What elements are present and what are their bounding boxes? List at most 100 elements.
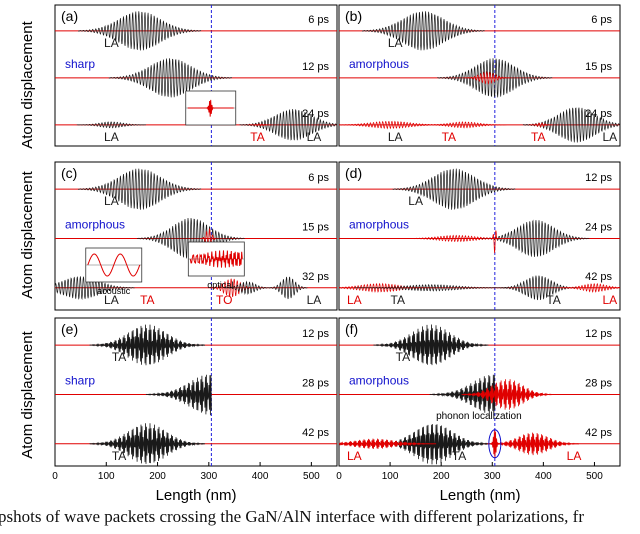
inset-label: optical bbox=[207, 280, 233, 290]
wave-packet bbox=[108, 58, 233, 98]
row-time-label: 12 ps bbox=[585, 328, 612, 340]
x-tick-label: 100 bbox=[382, 471, 399, 482]
row-time-label: 6 ps bbox=[591, 14, 612, 26]
x-axis-label-left: Length (nm) bbox=[156, 487, 237, 504]
wave-packet bbox=[54, 276, 135, 301]
panel-a: (a) 6 ps LA 12 ps sharp 24 ps LA TA LA bbox=[54, 4, 338, 147]
panel-tag: (d) bbox=[345, 165, 362, 181]
packet-label: TA bbox=[112, 449, 126, 463]
packet-label: LA bbox=[104, 36, 119, 50]
row-time-label: 28 ps bbox=[302, 377, 329, 389]
row-time-label: 15 ps bbox=[585, 61, 612, 73]
panel-tag: (f) bbox=[345, 321, 358, 337]
wave-packet bbox=[76, 121, 147, 129]
row-time-label: 12 ps bbox=[302, 328, 329, 340]
wave-packet bbox=[137, 217, 245, 260]
panel-tag: (c) bbox=[61, 165, 77, 181]
row-time-label: 28 ps bbox=[585, 377, 612, 389]
panel-frame bbox=[338, 317, 621, 467]
wave-packet bbox=[338, 282, 438, 293]
row-time-label: 24 ps bbox=[302, 108, 329, 120]
panel-frame bbox=[54, 161, 338, 311]
wave-packet bbox=[560, 282, 621, 293]
panel-e: (e) 12 ps TA 28 ps sharp 42 ps TA 0 100 200 300 400… bbox=[52, 317, 338, 482]
packet-label: TA bbox=[112, 350, 126, 364]
x-tick-label: 200 bbox=[433, 471, 450, 482]
wave-packet bbox=[461, 379, 554, 410]
packet-label: TA bbox=[250, 130, 264, 144]
wave-packet bbox=[89, 324, 205, 366]
wave-packet bbox=[437, 58, 553, 98]
row-time-label: 32 ps bbox=[302, 271, 329, 283]
wave-packet bbox=[464, 70, 511, 85]
wave-packet bbox=[429, 374, 496, 416]
packet-label: TA bbox=[396, 350, 410, 364]
row-time-label: 24 ps bbox=[585, 108, 612, 120]
interface-type-label: sharp bbox=[65, 57, 95, 71]
wave-packet bbox=[239, 109, 338, 141]
packet-label: LA bbox=[347, 293, 362, 307]
wave-packet bbox=[338, 438, 437, 449]
packet-label: TO bbox=[216, 293, 232, 307]
x-tick-label: 500 bbox=[303, 471, 320, 482]
interface-type-label: amorphous bbox=[349, 217, 409, 231]
x-tick-label: 400 bbox=[252, 471, 269, 482]
panel-tag: (a) bbox=[61, 8, 78, 24]
x-tick-label: 300 bbox=[484, 471, 501, 482]
packet-label: LA bbox=[602, 130, 617, 144]
panel-frame bbox=[338, 161, 621, 311]
inset-label: acoustic bbox=[97, 286, 131, 296]
wave-packet bbox=[499, 275, 577, 301]
wave-packet bbox=[248, 123, 272, 127]
x-tick-label: 200 bbox=[149, 471, 166, 482]
panel-tag: (e) bbox=[61, 321, 78, 337]
panel-frame bbox=[54, 4, 338, 147]
localization-ellipse bbox=[488, 429, 502, 459]
wave-packet bbox=[487, 432, 580, 456]
x-axis-label-right: Length (nm) bbox=[440, 487, 521, 504]
interface-type-label: amorphous bbox=[65, 217, 125, 231]
x-tick-label: 0 bbox=[52, 471, 58, 482]
panel-b: (b) 6 ps LA 15 ps amorphous 24 ps LA TA TA LA bbox=[338, 4, 621, 147]
row-time-label: 42 ps bbox=[302, 427, 329, 439]
packet-label: TA bbox=[546, 293, 560, 307]
panel-d: (d) 12 ps LA 24 ps amorphous 42 ps LA TA TA LA bbox=[338, 161, 621, 311]
y-axis-label-top: Atom displacement bbox=[19, 20, 36, 148]
wave-packet bbox=[77, 11, 202, 51]
packet-label: TA bbox=[442, 130, 456, 144]
row-time-label: 42 ps bbox=[585, 271, 612, 283]
x-tick-label: 100 bbox=[98, 471, 115, 482]
packet-label: TA bbox=[391, 293, 405, 307]
y-axis-label-middle: Atom displacement bbox=[19, 170, 36, 298]
panel-tag: (b) bbox=[345, 8, 362, 24]
row-time-label: 6 ps bbox=[308, 14, 329, 26]
annotation-text: phonon localization bbox=[436, 411, 522, 422]
row-time-label: 12 ps bbox=[302, 61, 329, 73]
wave-packet bbox=[269, 276, 308, 300]
y-axis-label-bottom: Atom displacement bbox=[19, 330, 36, 458]
inset-trace bbox=[87, 253, 141, 277]
wave-packet bbox=[491, 230, 499, 254]
x-tick-label: 500 bbox=[586, 471, 603, 482]
wave-packet bbox=[77, 168, 202, 210]
packet-label: TA bbox=[140, 293, 154, 307]
wave-packet bbox=[201, 228, 217, 249]
wave-packet bbox=[392, 168, 516, 210]
packet-label: TA bbox=[531, 130, 545, 144]
packet-label: LA bbox=[104, 293, 119, 307]
inset-trace bbox=[187, 99, 234, 117]
panel-frame bbox=[54, 317, 338, 467]
row-time-label: 12 ps bbox=[585, 172, 612, 184]
packet-label: TA bbox=[452, 449, 466, 463]
row-time-label: 24 ps bbox=[585, 221, 612, 233]
x-tick-label: 300 bbox=[200, 471, 217, 482]
row-time-label: 42 ps bbox=[585, 427, 612, 439]
packet-label: LA bbox=[388, 130, 403, 144]
panels-group: (a) 6 ps LA 12 ps sharp 24 ps LA TA LA (b) 6 ps LA 1… bbox=[52, 4, 621, 482]
packet-label: LA bbox=[104, 130, 119, 144]
packet-label: LA bbox=[408, 194, 423, 208]
wave-packet bbox=[354, 283, 508, 292]
packet-label: LA bbox=[602, 293, 617, 307]
